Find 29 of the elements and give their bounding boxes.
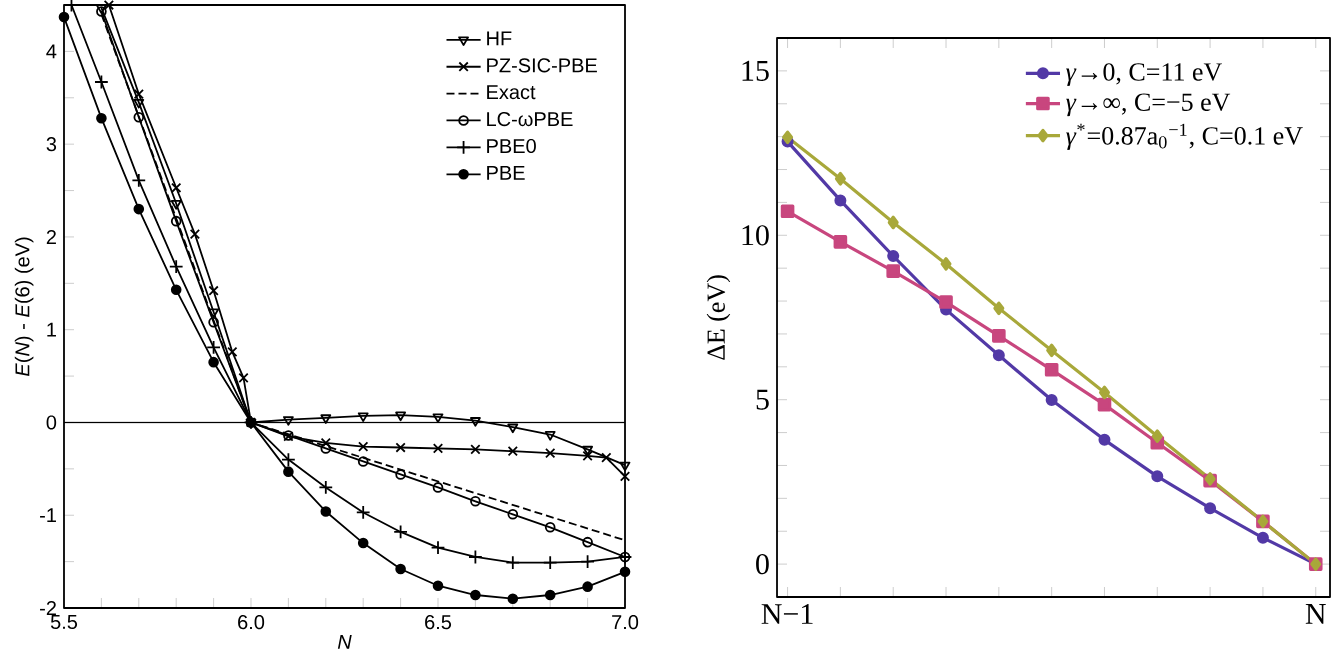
legend-label: PBE: [487, 165, 525, 180]
legend-label: PZ-SIC-PBE: [487, 58, 597, 73]
x-tick-label: 5.5: [50, 615, 78, 630]
legend-label: γ→∞, C=−5 eV: [1066, 93, 1231, 117]
legend-label: γ$^{*}$=0.87a$_{0}$$^{−1}$, C=0.1 eV: [1066, 123, 1303, 150]
y-tick-label: 5: [756, 389, 769, 410]
y-axis-title: E(N) - E(6) (eV): [14, 237, 34, 377]
y-tick-label: 1: [47, 322, 56, 337]
y-tick-label: -1: [40, 508, 56, 523]
y-tick-label: 10: [742, 225, 769, 246]
y-tick-label: 2: [46, 229, 56, 244]
legend-label: γ→0, C=11 eV: [1066, 63, 1222, 86]
legend-label: HF: [487, 31, 512, 46]
legend-label: LC-ωPBE: [487, 111, 573, 127]
y-tick-label: 4: [46, 44, 57, 59]
x-axis-title: N: [337, 634, 352, 649]
y-tick-label: 15: [742, 60, 769, 81]
y-tick-label: 0: [756, 554, 769, 575]
legend-label: PBE0: [487, 138, 536, 154]
x-tick-label: N: [1305, 604, 1326, 624]
y-tick-label: 3: [46, 137, 57, 152]
y-tick-label: -2: [40, 601, 56, 615]
x-tick-label: 6.0: [238, 615, 265, 630]
y-axis-title: ΔE (eV): [706, 275, 731, 360]
x-tick-label: 6.5: [425, 615, 452, 630]
x-tick-label: 7.0: [612, 615, 639, 630]
legend-label: Exact: [487, 85, 536, 100]
x-tick-label: N−1: [761, 604, 813, 624]
y-tick-label: 0: [46, 415, 57, 430]
